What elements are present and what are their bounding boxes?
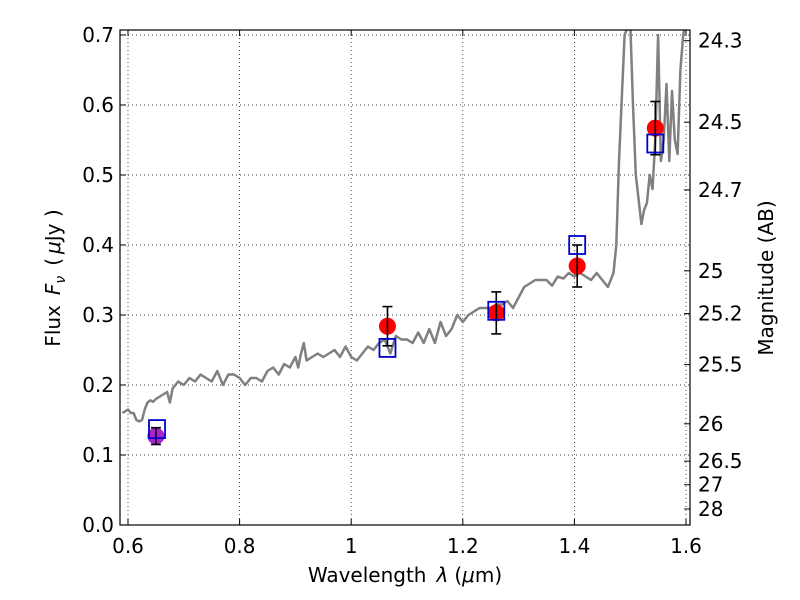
mag-tick-label: 24.7 xyxy=(698,178,743,202)
y-tick-label: 0.6 xyxy=(82,93,114,117)
grid-lines xyxy=(120,30,690,526)
y-tick-label: 0.3 xyxy=(82,303,114,327)
mag-tick-label: 27 xyxy=(698,473,723,497)
x-tick-label: 0.8 xyxy=(224,534,256,558)
x-tick-label: 0.6 xyxy=(112,534,144,558)
y-tick-label: 0.4 xyxy=(82,233,114,257)
model-photometry-square xyxy=(646,133,665,154)
mag-tick-label: 24.3 xyxy=(698,29,743,53)
y-tick-label: 0.0 xyxy=(82,513,114,537)
model-photometry-square xyxy=(378,337,397,358)
model-photometry-square xyxy=(487,300,506,321)
y-tick-label: 0.7 xyxy=(82,23,114,47)
mag-tick-label: 25.2 xyxy=(698,302,743,326)
model-photometry-square xyxy=(568,235,587,255)
x-tick-label: 1.4 xyxy=(558,534,590,558)
mag-tick-label: 28 xyxy=(698,497,723,521)
y-tick-label: 0.5 xyxy=(82,163,114,187)
x-axis-label: Wavelength λ (μm) xyxy=(308,563,502,587)
x-tick-label: 1.2 xyxy=(447,534,479,558)
y-tick-label: 0.2 xyxy=(82,373,114,397)
y2-axis-label: Magnitude (AB) xyxy=(754,200,778,355)
model-photometry-square xyxy=(148,419,166,440)
mag-tick-label: 25 xyxy=(698,259,723,283)
y-tick-label: 0.1 xyxy=(82,443,114,467)
mag-tick-label: 26 xyxy=(698,412,723,436)
x-tick-label: 1 xyxy=(345,534,358,558)
mag-tick-label: 24.5 xyxy=(698,110,743,134)
y-axis-label: FluxFν(μJy ) xyxy=(41,209,69,346)
mag-tick-label: 26.5 xyxy=(698,449,743,473)
plot-frame xyxy=(119,29,691,526)
axis-ticks: 0.6 0.8 1 1.2 1.4 1.6 0.0 0.1 0.2 0.3 0.4 0.5 0.6 0.7… xyxy=(82,23,742,558)
spectrum-line xyxy=(121,30,686,423)
x-tick-label: 1.6 xyxy=(670,534,702,558)
data-series xyxy=(121,30,686,446)
mag-tick-label: 25.5 xyxy=(698,353,743,377)
